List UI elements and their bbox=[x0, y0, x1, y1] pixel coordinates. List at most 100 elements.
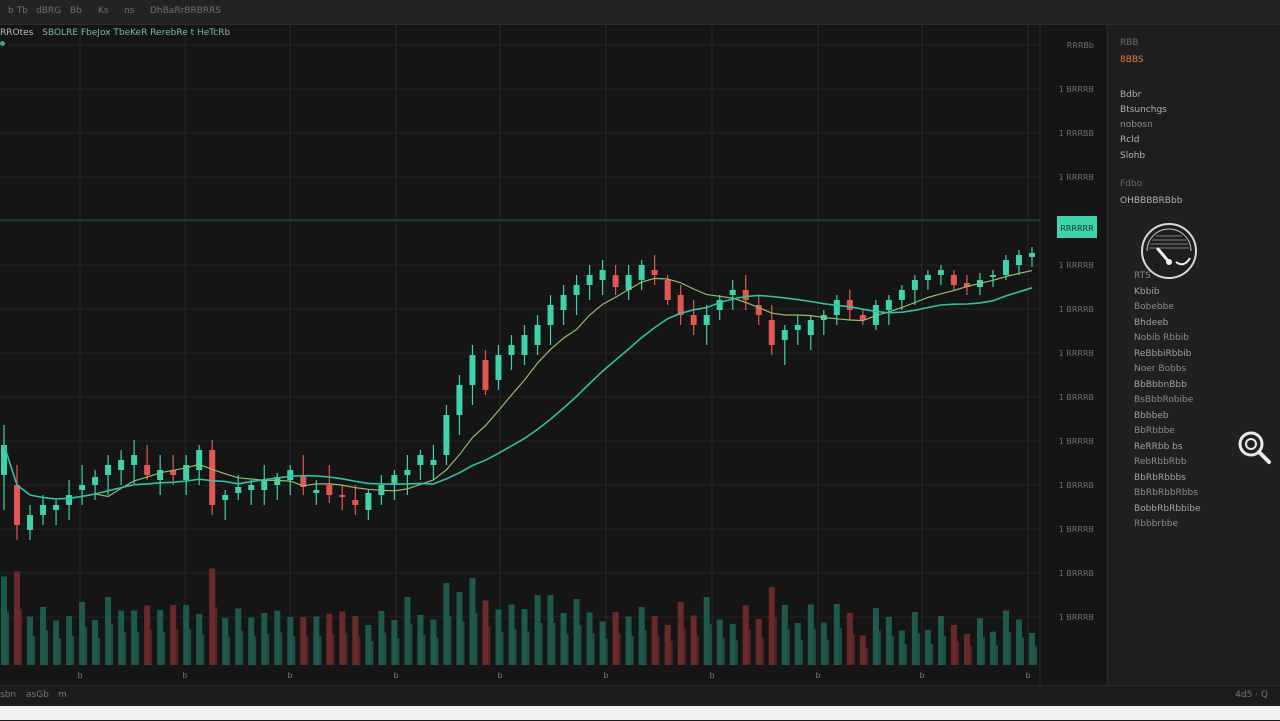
volume-bar bbox=[729, 624, 736, 665]
toolbar-item-6[interactable]: DhBaRrBRBRRS bbox=[150, 6, 222, 16]
volume-bar bbox=[859, 635, 866, 665]
candle-body bbox=[131, 455, 138, 465]
candle-body bbox=[794, 325, 801, 330]
sidebar-tool-5[interactable]: Slohb bbox=[1120, 151, 1146, 161]
volume-bar bbox=[85, 627, 88, 665]
volume-bar bbox=[820, 622, 827, 665]
sidebar-tool-2[interactable]: Btsunchgs bbox=[1120, 105, 1167, 115]
price-chart[interactable]: RRRBb 1 BRRRB 1 RRRBB 1 RRRRB 1 BRRRB 1 RRRRB… bbox=[0, 25, 1106, 685]
volume-bar bbox=[40, 607, 47, 665]
sidebar-list-item[interactable]: ReRRbb bs bbox=[1134, 441, 1183, 452]
candle-body bbox=[170, 470, 177, 475]
candle-body bbox=[1002, 260, 1009, 275]
price-tick-label: 1 BRRRB bbox=[1059, 525, 1094, 534]
status-dot-icon bbox=[0, 41, 5, 46]
toolbar-item-2[interactable]: dBRG bbox=[36, 6, 62, 16]
volume-bar bbox=[196, 614, 203, 665]
candle-body bbox=[521, 335, 528, 355]
sidebar-list-item[interactable]: Nobib Rbbib bbox=[1134, 333, 1189, 343]
sidebar-list-item[interactable]: Noer Bobbs bbox=[1134, 364, 1187, 374]
candle-body bbox=[391, 475, 398, 485]
volume-bar bbox=[969, 646, 972, 665]
zoom-in-icon[interactable] bbox=[1236, 429, 1272, 465]
toolbar-item-3[interactable]: Bb bbox=[70, 6, 82, 16]
sidebar-list-item[interactable]: BbRbbbe bbox=[1134, 426, 1175, 436]
gauge-icon[interactable] bbox=[1140, 222, 1198, 280]
time-tick-label: b bbox=[603, 671, 608, 680]
volume-bar bbox=[761, 637, 764, 665]
volume-bar bbox=[267, 633, 270, 665]
candle-body bbox=[417, 455, 424, 465]
volume-bar bbox=[612, 612, 619, 665]
sidebar-header: RBB bbox=[1120, 38, 1139, 48]
sidebar-list-item[interactable]: Bhdeeb bbox=[1134, 317, 1169, 328]
volume-bar bbox=[527, 631, 530, 665]
sidebar-list-item[interactable]: BobbRbRbbibe bbox=[1134, 503, 1201, 514]
volume-bar bbox=[14, 571, 21, 665]
time-tick-label: b bbox=[393, 671, 398, 680]
candle-body bbox=[235, 487, 242, 493]
toolbar-item-1[interactable]: b Tb bbox=[8, 6, 28, 16]
sidebar-list-item[interactable]: Kbbib bbox=[1134, 286, 1160, 297]
candle-body bbox=[560, 295, 567, 310]
volume-bar bbox=[534, 595, 541, 665]
candle-body bbox=[14, 485, 21, 525]
volume-bar bbox=[313, 616, 320, 665]
sidebar-list-item[interactable]: Bobebbe bbox=[1134, 302, 1174, 312]
volume-bar bbox=[248, 617, 255, 665]
volume-bar bbox=[488, 626, 491, 665]
volume-bar bbox=[423, 635, 426, 665]
sidebar-list-item[interactable]: BsBbbRobibe bbox=[1134, 395, 1194, 405]
volume-bar bbox=[566, 633, 569, 665]
volume-bar bbox=[735, 640, 738, 665]
volume-bar bbox=[176, 629, 179, 665]
sidebar-list-item[interactable]: RTS bbox=[1134, 271, 1151, 281]
sidebar-card bbox=[1120, 215, 1280, 565]
sidebar-list-item[interactable]: BbBbbnBbb bbox=[1134, 379, 1187, 390]
price-tick-label: 1 BRRRB bbox=[1059, 393, 1094, 402]
volume-bar bbox=[508, 604, 515, 665]
volume-bar bbox=[657, 635, 660, 665]
sidebar-list-item[interactable]: RebRbbRbb bbox=[1134, 457, 1187, 467]
sidebar-tool-3[interactable]: nobosn bbox=[1120, 120, 1153, 130]
volume-bar bbox=[482, 600, 489, 665]
volume-bar bbox=[436, 637, 439, 665]
volume-bar bbox=[722, 637, 725, 665]
candle-body bbox=[222, 495, 229, 500]
bottom-item-3[interactable]: m bbox=[58, 690, 67, 700]
sidebar-list-item[interactable]: BbRbRbbbs bbox=[1134, 472, 1186, 483]
sidebar-tool-4[interactable]: Rcld bbox=[1120, 135, 1140, 145]
candle-body bbox=[404, 470, 411, 475]
volume-bar bbox=[768, 587, 775, 665]
candle-body bbox=[768, 320, 775, 345]
sidebar-tool-1[interactable]: Bdbr bbox=[1120, 90, 1142, 100]
symbol-description: SBOLRE FbeJox TbeKeR RerebRe t HeTcRb bbox=[42, 28, 231, 38]
volume-bar bbox=[59, 638, 62, 665]
sidebar-list-item[interactable]: BbRbRbbRbbs bbox=[1134, 488, 1198, 498]
price-tick-label: 1 BRRRB bbox=[1059, 85, 1094, 94]
sidebar-list-item[interactable]: Bbbbeb bbox=[1134, 410, 1169, 421]
volume-bar bbox=[703, 597, 710, 665]
volume-bar bbox=[410, 624, 413, 665]
volume-bar bbox=[800, 639, 803, 665]
volume-bar bbox=[963, 634, 970, 665]
bottom-item-1[interactable]: sbn bbox=[0, 690, 17, 700]
bottom-item-2[interactable]: asGb bbox=[26, 690, 49, 700]
candle-body bbox=[1015, 255, 1022, 265]
volume-bar bbox=[462, 621, 465, 665]
section-label: Fdbo bbox=[1120, 179, 1143, 189]
bottom-status: 4d5 · Q bbox=[1235, 690, 1268, 700]
candle-body bbox=[469, 355, 476, 385]
volume-bar bbox=[755, 619, 762, 665]
volume-bar bbox=[930, 644, 933, 665]
candle-body bbox=[924, 275, 931, 280]
candle-body bbox=[248, 485, 255, 490]
volume-bar bbox=[300, 617, 307, 665]
sidebar-list-item[interactable]: ReBbbiRbbib bbox=[1134, 348, 1192, 359]
volume-bar bbox=[228, 636, 231, 665]
volume-bar bbox=[878, 630, 881, 665]
sidebar-list-item[interactable]: Rbbbrbbe bbox=[1134, 519, 1179, 529]
volume-bar bbox=[794, 623, 801, 665]
toolbar-item-5[interactable]: ns bbox=[124, 6, 135, 16]
toolbar-item-4[interactable]: Ks bbox=[98, 6, 109, 16]
